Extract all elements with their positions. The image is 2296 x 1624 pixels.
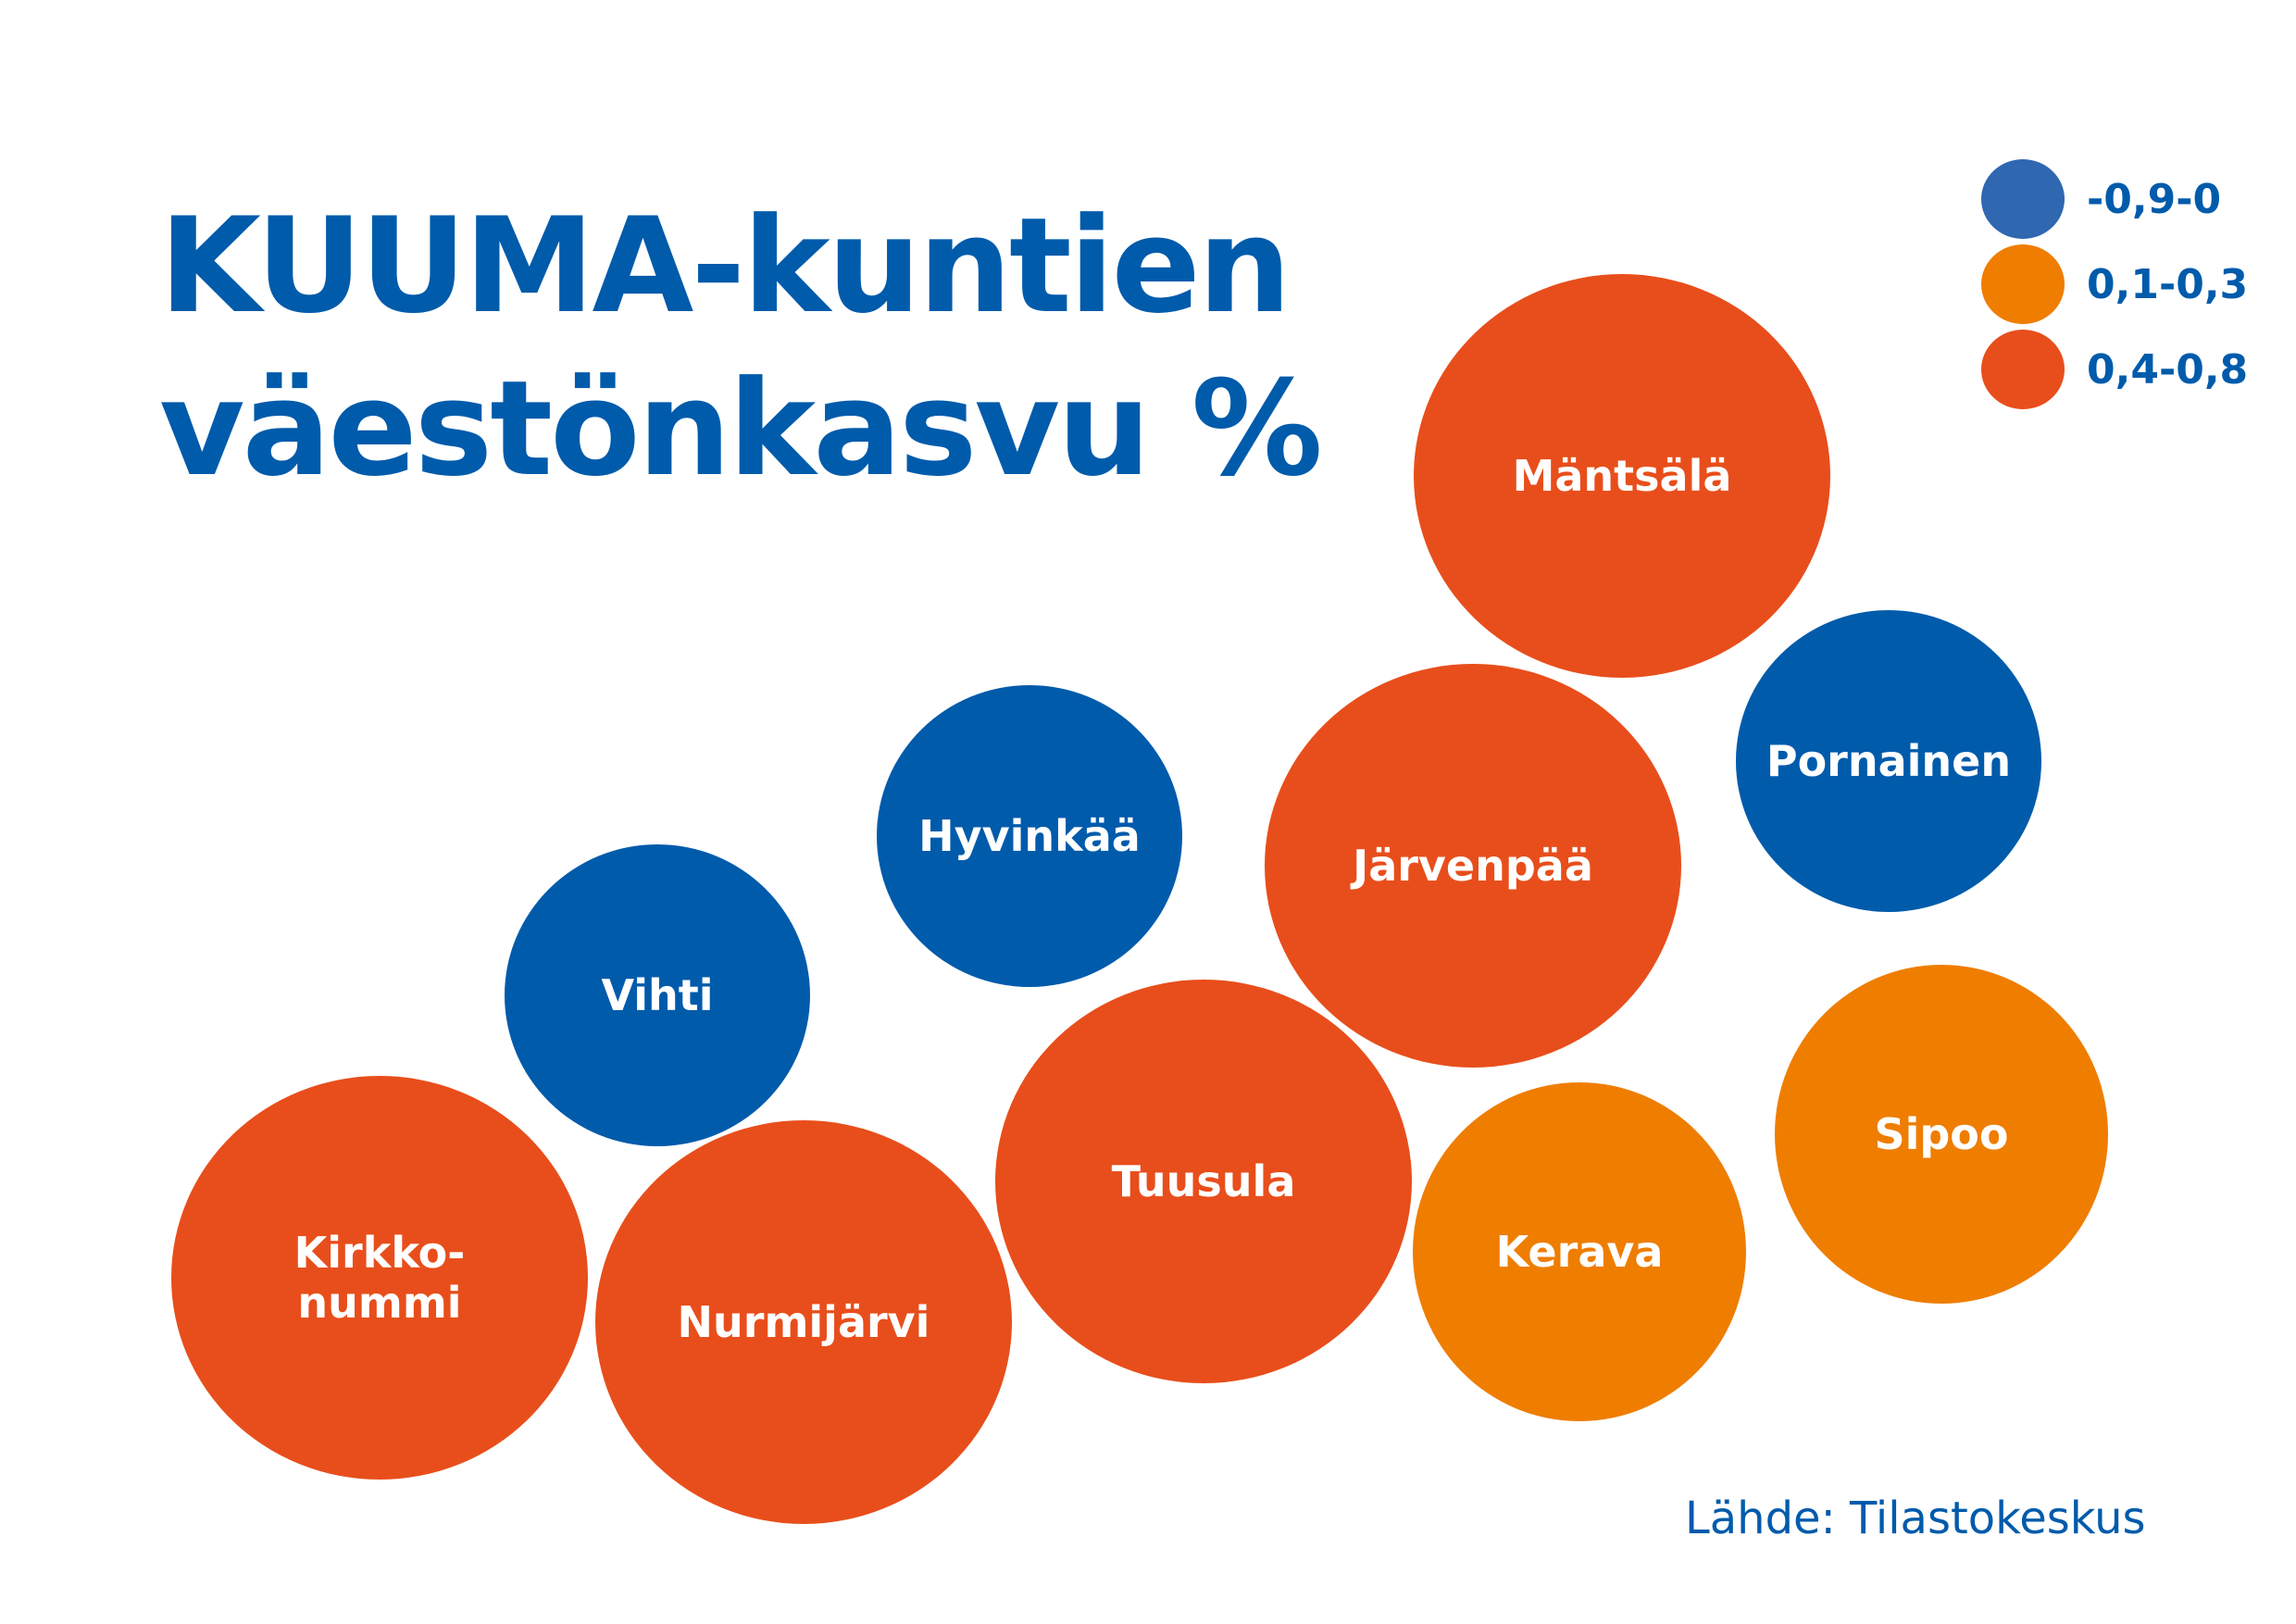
chart-title: KUUMA-kuntien väestönkasvu % xyxy=(159,185,1323,511)
legend-label: 0,1-0,3 xyxy=(2087,260,2249,308)
chart-title-line-1: KUUMA-kuntien xyxy=(159,190,1292,343)
bubble-9 xyxy=(595,1120,1012,1524)
bubble-3 xyxy=(1265,664,1681,1068)
bubble-1 xyxy=(1736,610,2041,912)
bubble-5 xyxy=(1775,965,2108,1304)
bubble-6 xyxy=(995,980,1412,1383)
bubble-2 xyxy=(877,685,1182,987)
chart-title-line-2: väestönkasvu % xyxy=(159,353,1323,506)
bubble-0 xyxy=(1414,274,1830,678)
bubble-label: Kerava xyxy=(1496,1227,1664,1277)
bubble-label: Hyvinkää xyxy=(918,811,1141,861)
source-note: Lähde: Tilastokeskus xyxy=(1685,1493,2146,1544)
legend-swatch xyxy=(1981,330,2065,409)
legend-swatch xyxy=(1981,244,2065,324)
legend-swatch xyxy=(1981,159,2065,239)
legend-label: -0,9-0 xyxy=(2087,175,2222,223)
bubble-8 xyxy=(171,1076,588,1480)
legend-item: 0,4-0,8 xyxy=(1981,328,2248,411)
bubble-7 xyxy=(1413,1082,1746,1421)
legend-item: 0,1-0,3 xyxy=(1981,243,2248,326)
bubble-label: Mäntsälä xyxy=(1513,451,1732,501)
legend-item: -0,9-0 xyxy=(1981,157,2248,241)
bubble-label: Järvenpää xyxy=(1350,841,1593,891)
bubble-label: Vihti xyxy=(601,970,713,1020)
bubble-label: Kirkko-nummi xyxy=(294,1228,466,1328)
bubble-label: Tuusula xyxy=(1112,1156,1296,1206)
bubble-label: Nurmijärvi xyxy=(678,1297,930,1347)
bubble-label: Pornainen xyxy=(1766,736,2011,786)
legend-label: 0,4-0,8 xyxy=(2087,345,2249,394)
bubble-label: Sipoo xyxy=(1874,1109,2008,1159)
bubble-4 xyxy=(505,844,810,1146)
legend: -0,9-0 0,1-0,3 0,4-0,8 xyxy=(1981,157,2248,413)
